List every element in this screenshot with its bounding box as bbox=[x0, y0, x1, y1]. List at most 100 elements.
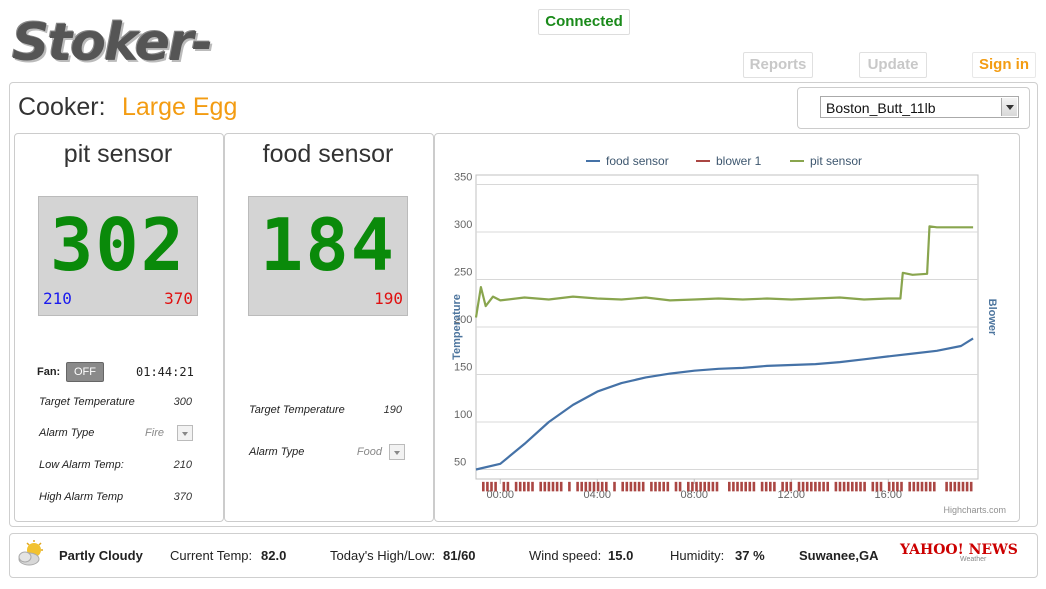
blower-bar bbox=[674, 481, 678, 492]
blower-bar bbox=[900, 481, 903, 492]
blower-bar bbox=[641, 481, 645, 492]
blower-bar bbox=[863, 481, 866, 492]
wind-speed-value: 15.0 bbox=[608, 548, 634, 563]
pit-sensor-title: pit sensor bbox=[63, 140, 173, 168]
cook-selector-frame bbox=[797, 87, 1030, 129]
blower-bar bbox=[711, 481, 715, 492]
series-line-food-sensor bbox=[475, 337, 974, 471]
weather-condition: Partly Cloudy bbox=[59, 548, 143, 563]
blower-bar bbox=[703, 481, 706, 492]
blower-bar bbox=[490, 481, 493, 492]
blower-bar bbox=[953, 481, 957, 492]
pit-high-alarm-display: 370 bbox=[164, 289, 193, 308]
x-tick-label: 16:00 bbox=[875, 489, 903, 501]
high-low-value: 81/60 bbox=[443, 548, 476, 563]
blower-bar bbox=[838, 481, 842, 492]
blower-bar bbox=[871, 481, 875, 492]
blower-bar bbox=[687, 481, 690, 492]
blower-bar bbox=[969, 481, 973, 492]
update-button[interactable]: Update bbox=[859, 52, 927, 78]
blower-bar bbox=[822, 481, 825, 492]
wind-speed-label: Wind speed: bbox=[529, 548, 602, 563]
food-high-alarm-display: 190 bbox=[374, 289, 403, 308]
food-target-temp-value[interactable]: 190 bbox=[383, 404, 402, 416]
x-tick-label: 00:00 bbox=[486, 489, 514, 501]
y-tick-label: 300 bbox=[454, 219, 472, 231]
cooker-name: Large Egg bbox=[122, 93, 238, 121]
reports-button[interactable]: Reports bbox=[743, 52, 813, 78]
blower-bar bbox=[744, 481, 747, 492]
blower-bar bbox=[584, 481, 588, 492]
blower-bar bbox=[621, 481, 624, 492]
y-axis-title: Temperature bbox=[451, 294, 463, 360]
low-alarm-temp-value[interactable]: 210 bbox=[173, 459, 192, 471]
y-tick-label: 350 bbox=[454, 172, 472, 184]
y-tick-label: 250 bbox=[454, 267, 472, 279]
high-low-label: Today's High/Low: bbox=[330, 548, 436, 563]
sign-in-button[interactable]: Sign in bbox=[972, 52, 1036, 78]
blower-bar bbox=[842, 481, 846, 492]
series-line-pit-sensor bbox=[474, 225, 974, 318]
cook-select-dropdown[interactable]: Boston_Butt_11lb bbox=[820, 96, 1019, 118]
fan-toggle-button[interactable]: OFF bbox=[66, 362, 104, 382]
blower-bar bbox=[908, 481, 911, 492]
blower-bar bbox=[518, 481, 522, 492]
blower-bar bbox=[773, 481, 776, 492]
blower-bar bbox=[740, 481, 743, 492]
blower-bar bbox=[728, 481, 731, 492]
cooker-label: Cooker: bbox=[18, 93, 106, 121]
food-target-temp-label: Target Temperature bbox=[249, 404, 345, 416]
blower-bar bbox=[933, 481, 936, 492]
blower-bar bbox=[555, 481, 559, 492]
blower-bar bbox=[846, 481, 850, 492]
blower-bar bbox=[523, 481, 526, 492]
blower-bar bbox=[600, 481, 604, 492]
blower-bar bbox=[760, 481, 764, 492]
food-alarm-type-dropdown[interactable] bbox=[389, 444, 405, 460]
blower-bar bbox=[764, 481, 768, 492]
connection-status-badge: Connected bbox=[538, 9, 630, 35]
blower-bar bbox=[834, 481, 838, 492]
blower-bar bbox=[695, 481, 698, 492]
blower-bar bbox=[826, 481, 829, 492]
blower-bar bbox=[892, 481, 895, 492]
legend-item: blower 1 bbox=[716, 154, 762, 168]
blower-bar bbox=[494, 481, 497, 492]
food-current-temp: 184 bbox=[259, 203, 397, 287]
y-tick-label: 50 bbox=[454, 457, 466, 469]
chevron-down-icon[interactable] bbox=[1001, 98, 1017, 116]
blower-bar bbox=[859, 481, 862, 492]
y-tick-label: 200 bbox=[454, 314, 472, 326]
yahoo-weather-sub: Weather bbox=[960, 556, 987, 563]
weather-bar bbox=[9, 533, 1038, 578]
blower-bar bbox=[945, 481, 948, 492]
blower-bar bbox=[596, 481, 600, 492]
food-sensor-card bbox=[224, 133, 434, 522]
blower-bar bbox=[920, 481, 924, 492]
high-alarm-temp-value[interactable]: 370 bbox=[173, 491, 192, 503]
yahoo-news-logo[interactable]: YAHOO! NEWS bbox=[900, 542, 1018, 558]
pit-alarm-type-dropdown[interactable] bbox=[177, 425, 193, 441]
blower-bar bbox=[924, 481, 928, 492]
blower-bar bbox=[818, 481, 821, 492]
pit-current-temp: 302 bbox=[49, 203, 187, 287]
blower-bar bbox=[810, 481, 813, 492]
blower-bar bbox=[605, 481, 608, 492]
blower-bar bbox=[514, 481, 518, 492]
humidity-label: Humidity: bbox=[670, 548, 725, 563]
temperature-chart[interactable]: 50 100 150 200 250 300 350 00:00 04:00 08:00 12:00… bbox=[434, 133, 1018, 520]
blower-bar bbox=[576, 481, 579, 492]
high-alarm-temp-label: High Alarm Temp bbox=[39, 491, 124, 503]
food-alarm-type-value: Food bbox=[356, 446, 382, 458]
food-sensor-title: food sensor bbox=[262, 140, 394, 168]
y-tick-label: 150 bbox=[454, 362, 472, 374]
y2-axis-title: Blower bbox=[986, 299, 998, 336]
pit-target-temp-value[interactable]: 300 bbox=[173, 396, 192, 408]
blower-bar bbox=[752, 481, 756, 492]
blower-bar bbox=[965, 481, 969, 492]
blower-bar bbox=[502, 481, 506, 492]
blower-bar bbox=[912, 481, 916, 492]
x-tick-label: 12:00 bbox=[778, 489, 806, 501]
blower-bar bbox=[781, 481, 784, 492]
x-tick-label: 08:00 bbox=[680, 489, 708, 501]
